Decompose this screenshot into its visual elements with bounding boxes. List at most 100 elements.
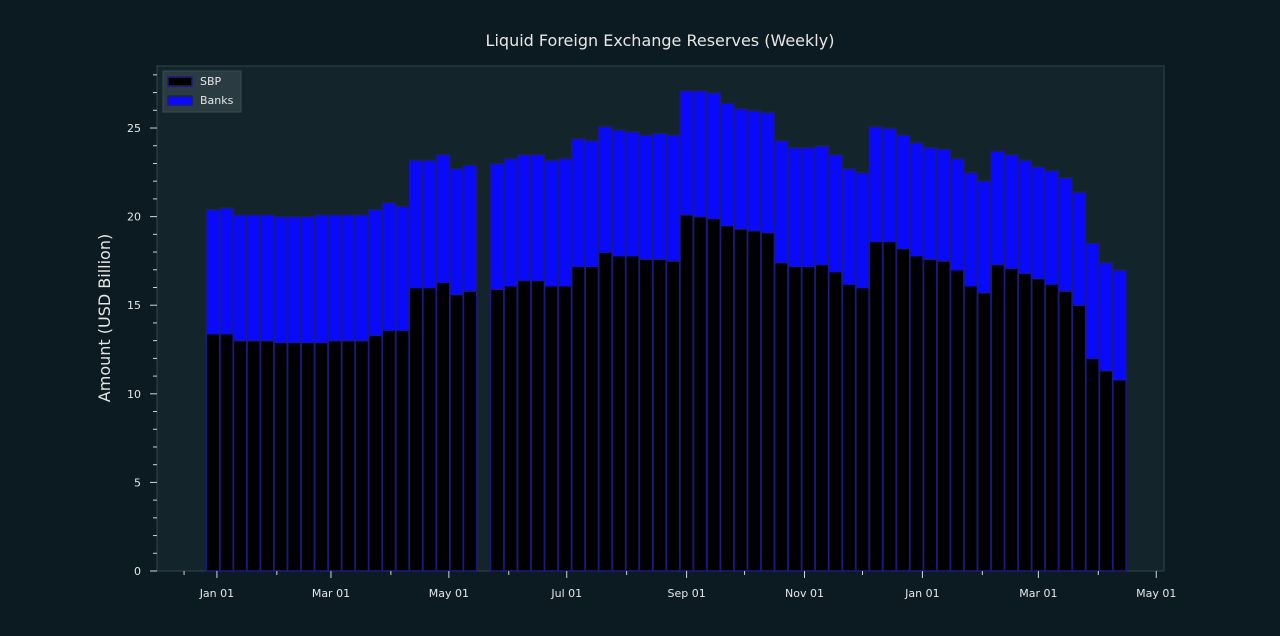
legend: SBP Banks [162, 70, 242, 113]
bar-banks-2023-03-31 [381, 201, 397, 331]
bar-sbp-2023-01-06 [219, 332, 234, 572]
bar-sbp-2023-06-16 [530, 279, 546, 572]
bar-banks-2023-09-08 [692, 90, 708, 218]
bar-banks-2023-08-11 [638, 134, 654, 260]
bar-banks-2023-01-13 [232, 214, 248, 342]
bar-sbp-2023-12-01 [855, 286, 870, 572]
bar-banks-2023-02-03 [273, 215, 289, 344]
bar-sbp-2024-03-08 [1044, 283, 1060, 572]
bar-sbp-2023-08-18 [652, 258, 667, 572]
bar-banks-2023-01-27 [259, 214, 275, 342]
bar-banks-2024-02-02 [976, 180, 992, 294]
bar-sbp-2023-10-13 [760, 231, 776, 572]
bar-banks-2024-04-12 [1112, 269, 1127, 381]
x-axis: Jan 01 Mar 01 May 01 Jul 01 Sep 01 Nov 01 Jan … [183, 571, 1176, 600]
y-tick-label: 5 [134, 476, 141, 489]
bar-banks-2023-03-24 [368, 208, 383, 337]
bar-banks-2023-08-04 [625, 130, 640, 257]
bar-sbp-2023-06-23 [543, 284, 559, 572]
bar-sbp-2023-07-14 [584, 265, 600, 572]
bar-banks-2024-01-12 [936, 148, 952, 262]
bar-banks-2023-08-18 [652, 132, 667, 260]
bar-banks-2023-05-05 [449, 168, 464, 296]
bar-sbp-2023-09-29 [733, 228, 749, 572]
bar-banks-2023-12-15 [882, 127, 897, 243]
y-tick-label: 15 [127, 299, 141, 312]
bar-sbp-2023-02-24 [313, 341, 329, 572]
y-tick-label: 20 [127, 211, 141, 224]
bar-banks-2023-03-03 [327, 214, 343, 342]
bar-banks-2023-10-13 [760, 111, 776, 234]
bar-banks-2023-05-26 [489, 162, 505, 291]
x-tick-label: Mar 01 [312, 587, 350, 600]
bar-banks-2023-10-06 [746, 109, 762, 232]
bar-sbp-2023-02-03 [273, 341, 289, 572]
bar-sbp-2023-03-17 [354, 339, 370, 572]
x-tick-label: Mar 01 [1019, 587, 1057, 600]
x-tick-label: Nov 01 [785, 587, 824, 600]
bar-banks-2023-02-10 [286, 215, 302, 344]
bar-banks-2023-07-21 [598, 125, 613, 253]
bar-sbp-2024-02-23 [1017, 272, 1033, 572]
bar-group [205, 90, 1127, 572]
bar-banks-2023-06-09 [516, 153, 532, 282]
bar-banks-2023-12-01 [855, 171, 870, 289]
legend-label-banks: Banks [200, 94, 234, 107]
x-tick-label: Jan 01 [199, 587, 234, 600]
bar-banks-2023-02-17 [300, 215, 316, 344]
bar-sbp-2023-11-24 [841, 283, 857, 572]
bar-banks-2024-03-01 [1031, 166, 1046, 280]
y-axis-label: Amount (USD Billion) [95, 234, 114, 402]
bar-sbp-2023-08-25 [665, 260, 681, 572]
bar-sbp-2023-12-15 [882, 240, 897, 572]
bar-banks-2023-08-25 [665, 134, 681, 262]
bar-sbp-2023-07-28 [611, 254, 627, 572]
bar-sbp-2023-06-09 [516, 279, 532, 572]
y-tick-label: 10 [127, 388, 141, 401]
bar-sbp-2024-03-01 [1031, 277, 1046, 572]
bar-sbp-2023-03-03 [327, 339, 343, 572]
bar-banks-2023-12-22 [895, 134, 911, 250]
bar-banks-2024-02-23 [1017, 159, 1033, 275]
bar-sbp-2023-04-21 [422, 286, 437, 572]
y-tick-label: 0 [134, 565, 141, 578]
bar-sbp-2024-04-12 [1112, 378, 1127, 572]
bar-sbp-2023-06-02 [503, 284, 519, 572]
bar-banks-2023-09-15 [706, 91, 722, 220]
bar-sbp-2023-12-08 [868, 240, 884, 572]
bar-sbp-2024-01-05 [922, 258, 938, 572]
bar-sbp-2024-03-29 [1085, 357, 1100, 572]
bar-sbp-2024-01-26 [963, 284, 979, 572]
x-tick-label: May 01 [1136, 587, 1176, 600]
bar-sbp-2023-06-30 [557, 284, 573, 572]
bar-sbp-2023-11-03 [801, 265, 816, 572]
x-tick-label: Jul 01 [550, 587, 582, 600]
bar-sbp-2023-04-14 [408, 286, 424, 572]
chart-title: Liquid Foreign Exchange Reserves (Weekly… [486, 31, 835, 50]
bar-banks-2023-10-20 [773, 139, 789, 264]
bar-banks-2024-03-22 [1071, 191, 1087, 306]
bar-sbp-2023-10-20 [773, 261, 789, 572]
bar-banks-2023-03-17 [354, 214, 370, 342]
bar-banks-2024-01-19 [949, 157, 965, 271]
bar-banks-2023-09-29 [733, 107, 749, 230]
bar-sbp-2023-04-07 [395, 329, 410, 572]
bar-sbp-2023-03-10 [340, 339, 356, 572]
bar-banks-2023-06-16 [530, 153, 546, 282]
bar-sbp-2023-12-22 [895, 247, 911, 572]
bar-sbp-2023-02-10 [286, 341, 302, 572]
bar-banks-2023-07-28 [611, 129, 627, 257]
bar-banks-2023-11-17 [828, 153, 843, 273]
x-tick-label: Sep 01 [667, 587, 705, 600]
bar-banks-2024-01-05 [922, 146, 938, 260]
bar-banks-2023-11-10 [814, 144, 830, 266]
bar-banks-2023-04-07 [395, 205, 410, 331]
bar-banks-2024-02-09 [990, 150, 1006, 266]
bar-sbp-2023-08-04 [625, 254, 640, 572]
bar-sbp-2023-09-15 [706, 217, 722, 572]
bar-banks-2023-07-07 [571, 137, 586, 267]
bar-banks-2023-04-21 [422, 159, 437, 289]
bar-banks-2023-07-14 [584, 139, 600, 267]
